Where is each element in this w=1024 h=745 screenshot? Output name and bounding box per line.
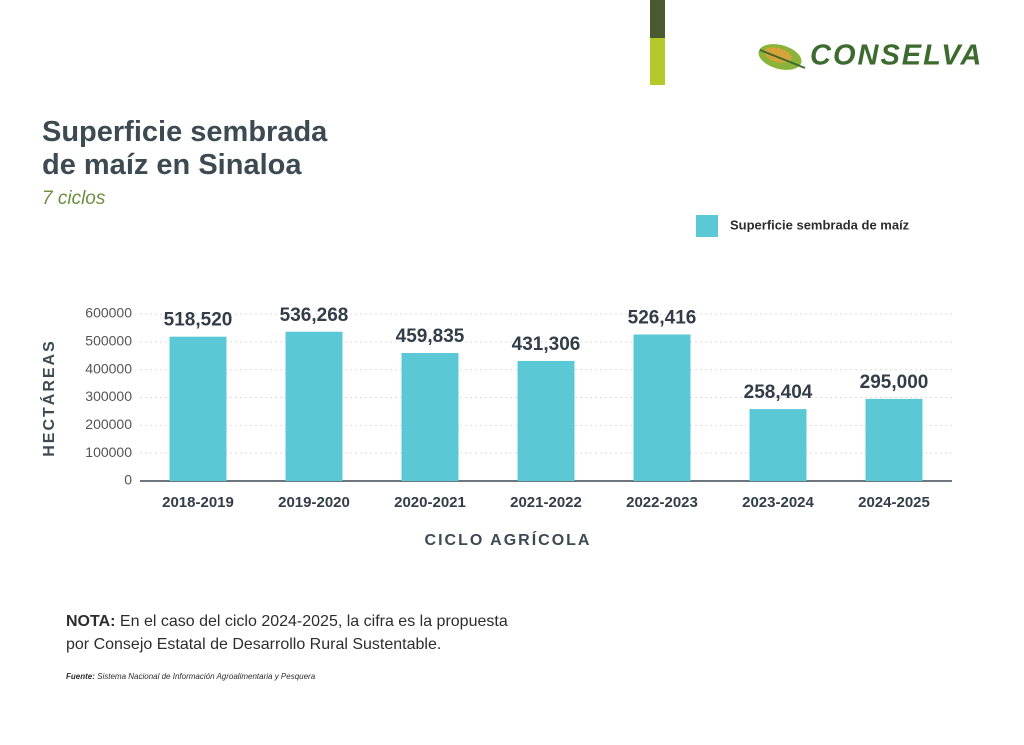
bar — [633, 334, 691, 481]
y-tick-label: 100000 — [85, 444, 132, 460]
x-tick-label: 2018-2019 — [162, 494, 234, 511]
legend-label: Superficie sembrada de maíz — [730, 217, 910, 232]
x-tick-label: 2019-2020 — [278, 494, 350, 511]
data-label: 258,404 — [744, 382, 813, 403]
x-tick-label: 2024-2025 — [858, 494, 930, 511]
data-label: 526,416 — [628, 307, 697, 328]
source: Fuente: Sistema Nacional de Información … — [66, 672, 315, 681]
deco-bar — [650, 0, 665, 38]
y-tick-label: 300000 — [85, 388, 132, 404]
chart-subtitle: 7 ciclos — [42, 188, 106, 209]
y-tick-label: 400000 — [85, 360, 132, 376]
chart-title: Superficie sembrada de maíz en Sinaloa — [42, 116, 328, 181]
y-tick-label: 500000 — [85, 333, 132, 349]
deco-bar — [650, 38, 665, 85]
x-tick-label: 2022-2023 — [626, 494, 698, 511]
x-tick-label: 2020-2021 — [394, 494, 466, 511]
note-text: En el caso del ciclo 2024-2025, la cifra… — [66, 613, 508, 653]
data-label: 459,835 — [396, 326, 465, 347]
note-label: NOTA: — [66, 613, 116, 630]
bar — [865, 398, 923, 481]
x-tick-label: 2021-2022 — [510, 494, 582, 511]
y-tick-label: 600000 — [85, 305, 132, 321]
x-axis-label: CICLO AGRÍCOLA — [425, 530, 592, 549]
logo-text: CONSELVA — [810, 40, 983, 72]
data-label: 431,306 — [512, 334, 581, 355]
y-tick-label: 200000 — [85, 416, 132, 432]
bar — [169, 336, 227, 481]
logo-leaf — [758, 44, 806, 70]
y-axis-label: HECTÁREAS — [39, 339, 58, 457]
bar — [285, 331, 343, 481]
bar — [517, 360, 575, 481]
data-label: 518,520 — [164, 310, 233, 331]
legend-swatch — [696, 215, 718, 237]
note: NOTA: En el caso del ciclo 2024-2025, la… — [66, 610, 516, 656]
bar — [749, 409, 807, 481]
source-text: Sistema Nacional de Información Agroalim… — [97, 672, 316, 681]
bar — [401, 353, 459, 481]
source-label: Fuente: — [66, 672, 95, 681]
y-tick-label: 0 — [124, 472, 132, 488]
data-label: 295,000 — [860, 372, 929, 393]
data-label: 536,268 — [280, 305, 349, 326]
x-tick-label: 2023-2024 — [742, 494, 814, 511]
